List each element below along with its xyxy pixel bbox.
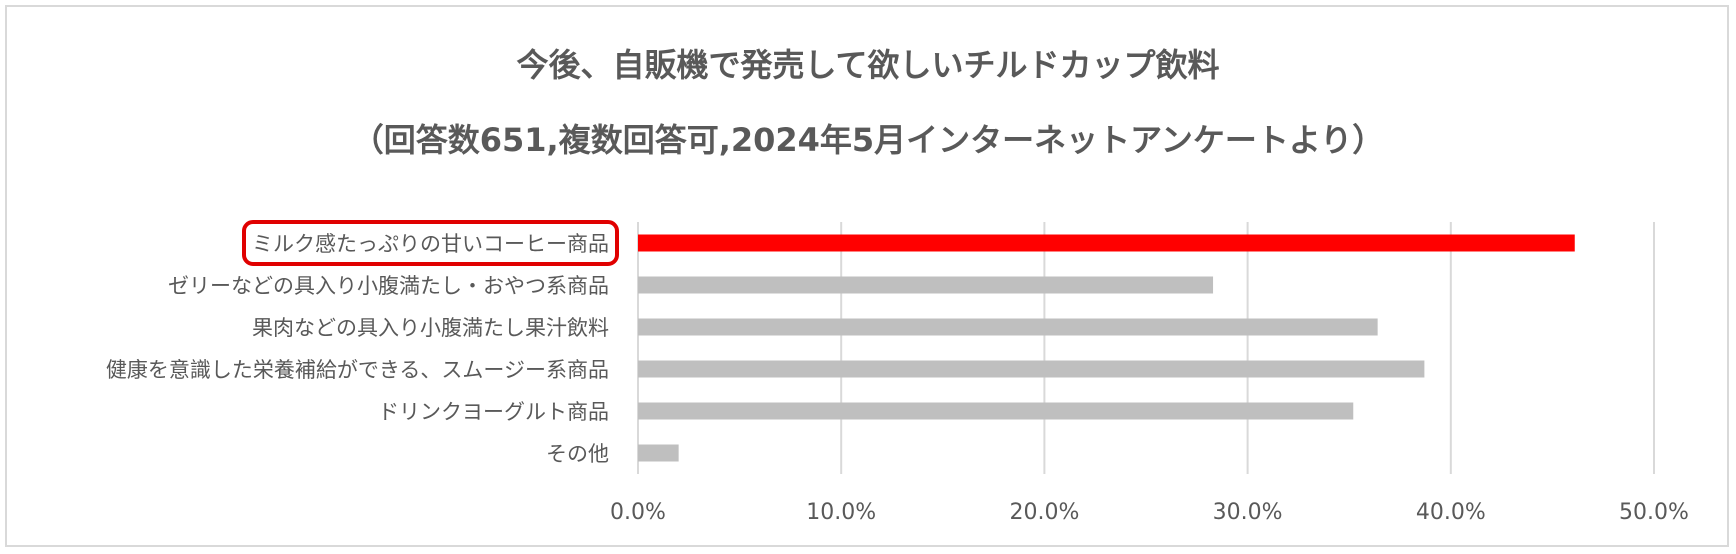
bar (638, 276, 1214, 294)
x-axis-ticks: 0.0% 10.0% 20.0% 30.0% 40.0% 50.0% (610, 500, 1689, 525)
bars (638, 234, 1575, 462)
chart-subtitle: （回答数651,複数回答可,2024年5月インターネットアンケートより） (351, 121, 1385, 159)
category-labels: ミルク感たっぷりの甘いコーヒー商品ゼリーなどの具入り小腹満たし・おやつ系商品果肉… (106, 220, 619, 466)
category-label: ドリンクヨーグルト商品 (378, 400, 609, 424)
bar (638, 318, 1378, 336)
x-tick-label: 50.0% (1619, 500, 1689, 525)
category-label: その他 (546, 442, 609, 466)
category-label: ゼリーなどの具入り小腹満たし・おやつ系商品 (168, 274, 609, 298)
bar (638, 234, 1575, 252)
category-label: 果肉などの具入り小腹満たし果汁飲料 (252, 316, 609, 340)
grid-lines (637, 222, 1655, 474)
x-tick-label: 0.0% (610, 500, 666, 525)
chart-title: 今後、自販機で発売して欲しいチルドカップ飲料 (516, 46, 1220, 84)
category-label: ミルク感たっぷりの甘いコーヒー商品 (252, 232, 609, 256)
x-tick-label: 10.0% (806, 500, 876, 525)
chart-frame (5, 5, 1729, 547)
x-tick-label: 30.0% (1213, 500, 1283, 525)
x-tick-label: 20.0% (1009, 500, 1079, 525)
x-tick-label: 40.0% (1416, 500, 1486, 525)
bar (638, 402, 1354, 420)
category-label: 健康を意識した栄養補給ができる、スムージー系商品 (106, 358, 609, 382)
bar (638, 360, 1425, 378)
highlight-box (242, 220, 619, 266)
bar (638, 444, 679, 462)
